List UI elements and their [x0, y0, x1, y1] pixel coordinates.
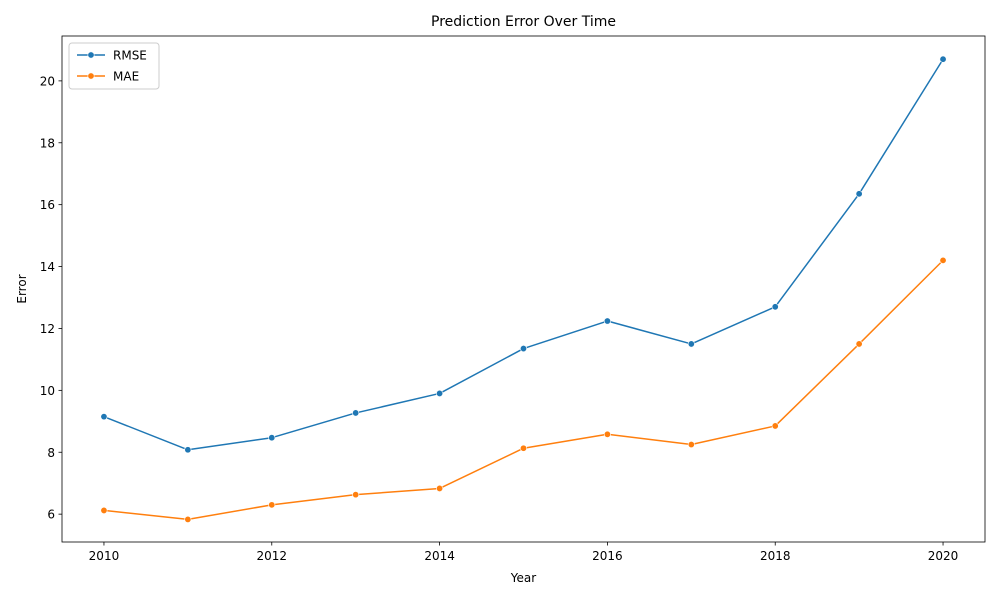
legend-label: RMSE: [113, 49, 147, 63]
data-point-mae: [184, 515, 192, 523]
x-axis-label: Year: [510, 571, 536, 585]
data-point-rmse: [771, 303, 779, 311]
data-point-mae: [100, 506, 108, 514]
y-tick-label: 12: [40, 322, 55, 336]
legend-item-mae: MAE: [77, 70, 139, 84]
data-point-mae: [939, 256, 947, 264]
data-point-mae: [855, 340, 863, 348]
x-tick-label: 2014: [424, 549, 455, 563]
y-tick-label: 18: [40, 136, 55, 150]
data-point-rmse: [352, 409, 360, 417]
x-tick-label: 2020: [928, 549, 959, 563]
data-point-rmse: [855, 190, 863, 198]
series-layer: [100, 55, 947, 523]
data-point-rmse: [268, 434, 276, 442]
y-tick-label: 14: [40, 260, 55, 274]
y-tick-label: 8: [47, 446, 55, 460]
data-point-rmse: [100, 413, 108, 421]
y-tick-label: 16: [40, 198, 55, 212]
series-rmse: [100, 55, 947, 454]
x-tick-label: 2018: [760, 549, 791, 563]
x-tick-label: 2010: [89, 549, 120, 563]
x-tick-label: 2016: [592, 549, 623, 563]
y-tick-label: 10: [40, 384, 55, 398]
axes-layer: 2010 2012 2014 2016 2018 2020 6 8 10 12 14 16 18 20: [40, 35, 986, 563]
y-tick-label: 20: [40, 74, 55, 88]
legend-marker: [87, 51, 95, 59]
legend-item-rmse: RMSE: [77, 49, 147, 63]
data-point-mae: [352, 491, 360, 499]
data-point-rmse: [519, 345, 527, 353]
legend-label: MAE: [113, 70, 139, 84]
plot-area: [62, 36, 985, 542]
chart-title: Prediction Error Over Time: [431, 14, 616, 30]
data-point-mae: [687, 441, 695, 449]
y-tick-label: 6: [47, 508, 55, 522]
data-point-rmse: [184, 446, 192, 454]
data-point-rmse: [687, 340, 695, 348]
data-point-mae: [436, 484, 444, 492]
data-point-rmse: [939, 55, 947, 63]
data-point-rmse: [603, 317, 611, 325]
x-tick-label: 2012: [256, 549, 287, 563]
data-point-mae: [268, 501, 276, 509]
data-point-mae: [519, 444, 527, 452]
legend: RMSE MAE: [68, 42, 160, 90]
plot-frame: [61, 35, 986, 543]
data-point-mae: [603, 430, 611, 438]
y-axis-label: Error: [15, 274, 29, 303]
data-point-mae: [771, 422, 779, 430]
legend-marker: [87, 72, 95, 80]
series-mae: [100, 256, 947, 523]
data-point-rmse: [436, 389, 444, 397]
